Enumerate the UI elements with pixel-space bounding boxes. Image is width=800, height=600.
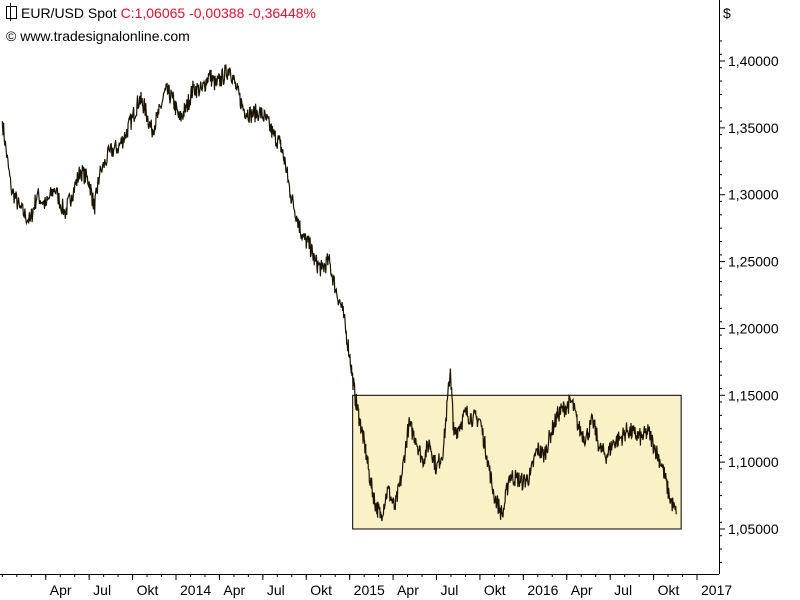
x-tick-label: Apr [50,582,72,598]
candlestick-icon [6,3,17,21]
y-tick-label: 1,05000 [728,521,779,537]
x-tick-label: Okt [658,582,680,598]
x-tick-label: 2014 [180,582,211,598]
y-axis: 1,40000 1,35000 1,30000 1,25000 1,20000 1,150… [719,0,779,574]
y-tick-label: 1,30000 [728,187,779,203]
chart-header: EUR/USD Spot C:1,06065 -0,00388 -0,36448… [6,3,316,21]
x-tick-label: Jul [267,582,285,598]
x-tick-label: 2017 [701,582,732,598]
y-tick-label: 1,20000 [728,320,779,336]
x-tick-label: Apr [571,582,593,598]
x-tick-label: Apr [223,582,245,598]
x-tick-label: Jul [93,582,111,598]
y-tick-label: 1,35000 [728,120,779,136]
y-tick-label: 1,10000 [728,454,779,470]
series-line-eurusd [1,64,677,522]
y-tick-label: 1,40000 [728,53,779,69]
x-tick-label: Apr [397,582,419,598]
x-axis: Apr Jul Okt 2014 Apr Jul Okt 2015 Apr Jul Okt 2016 A… [0,574,732,598]
x-tick-label: Okt [484,582,506,598]
instrument-name: EUR/USD Spot [21,5,117,21]
y-tick-label: 1,25000 [728,254,779,270]
copyright-notice: © www.tradesignalonline.com [6,28,190,44]
x-tick-label: Jul [441,582,459,598]
x-tick-label: Jul [614,582,632,598]
x-tick-label: Okt [137,582,159,598]
y-tick-label: 1,15000 [728,387,779,403]
x-tick-label: Okt [310,582,332,598]
x-tick-label: 2015 [354,582,385,598]
currency-label: $ [723,5,731,21]
x-tick-label: 2016 [527,582,558,598]
range-box [352,394,682,530]
quote-readout: C:1,06065 -0,00388 -0,36448% [120,5,316,21]
